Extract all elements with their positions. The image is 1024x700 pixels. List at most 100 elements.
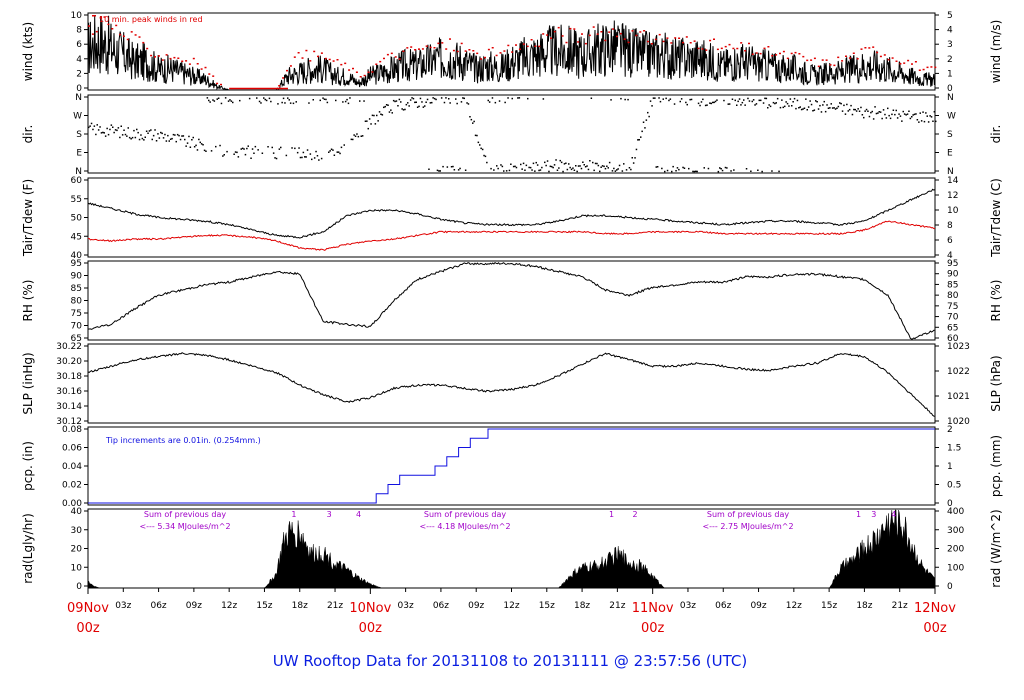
dir-point <box>258 100 261 103</box>
dir-point <box>713 101 715 104</box>
dir-point <box>244 153 247 156</box>
dir-point <box>720 168 722 170</box>
wind-peak-mark <box>876 51 879 54</box>
dir-point <box>620 97 622 100</box>
x-tick-label: 12z <box>786 601 802 611</box>
left-tick-label: 40 <box>71 507 83 517</box>
dir-point <box>88 126 90 129</box>
wind-peak-mark <box>371 71 374 73</box>
wind-peak-mark <box>794 51 797 54</box>
wind-peak-mark <box>697 47 700 50</box>
dir-point <box>871 110 873 113</box>
dir-point <box>181 135 183 137</box>
dir-point <box>282 97 285 100</box>
dir-point <box>652 97 655 99</box>
wind-peak-mark <box>600 31 603 33</box>
wind-peak-mark <box>383 57 385 60</box>
right-axis-label: RH (%) <box>989 280 1003 322</box>
dir-point <box>573 169 576 171</box>
dir-point <box>795 107 797 110</box>
dir-point <box>877 112 879 114</box>
dir-point <box>786 102 789 105</box>
dir-point <box>819 104 821 107</box>
day-hour-label: 00z <box>641 621 665 636</box>
dir-point <box>397 105 399 107</box>
dir-point <box>839 102 841 104</box>
right-tick-label: 1023 <box>947 342 970 352</box>
dir-point <box>815 100 817 102</box>
dir-point <box>363 100 365 102</box>
dir-point <box>366 120 368 122</box>
wind-peak-mark <box>813 57 816 60</box>
dir-point <box>301 156 303 159</box>
dir-point <box>429 102 432 104</box>
wind-peak-mark <box>922 68 925 71</box>
wind-peak-mark <box>375 63 378 65</box>
chart-title: UW Rooftop Data for 20131108 to 20131111… <box>273 652 747 670</box>
dir-point <box>617 168 619 170</box>
dir-point <box>208 99 210 102</box>
dir-point <box>388 111 391 113</box>
dir-point <box>800 108 803 111</box>
dir-point <box>696 170 698 173</box>
dir-point <box>472 122 474 124</box>
right-tick-label: 0.5 <box>947 481 961 491</box>
dir-point <box>826 104 828 106</box>
dir-point <box>771 170 773 172</box>
dir-point <box>442 165 444 168</box>
dir-point <box>596 162 598 165</box>
wind-peak-mark <box>398 58 401 60</box>
left-tick-label: 30.12 <box>56 417 82 427</box>
dir-point <box>498 100 501 102</box>
right-tick-label: 95 <box>947 259 958 269</box>
radiation-marker: 2 <box>632 510 637 519</box>
wind-peak-mark <box>914 61 917 63</box>
dir-point <box>133 129 135 132</box>
wind-peak-mark <box>588 34 591 37</box>
wind-peak-mark <box>740 42 743 44</box>
dir-point <box>497 167 499 170</box>
rad-frame <box>87 508 936 589</box>
dir-point <box>621 170 624 172</box>
dir-point <box>683 167 686 169</box>
dir-point <box>92 128 94 131</box>
dir-point <box>726 167 728 169</box>
dir-point <box>597 164 600 167</box>
dir-point <box>925 112 927 114</box>
wind-peak-mark <box>165 54 168 56</box>
dir-point <box>428 168 430 170</box>
dir-point <box>748 100 751 102</box>
dir-point <box>915 113 917 115</box>
dir-point <box>841 110 844 112</box>
x-tick-label: 12z <box>503 601 519 611</box>
dir-point <box>421 101 423 103</box>
dir-point <box>373 114 375 117</box>
dir-point <box>136 128 138 131</box>
x-tick-label: 15z <box>821 601 837 611</box>
wind-peak-mark <box>786 57 789 60</box>
dir-point <box>172 133 175 136</box>
dir-point <box>641 130 643 133</box>
dir-point <box>89 125 91 127</box>
wind-peak-mark <box>157 55 160 57</box>
dir-point <box>116 129 118 132</box>
dir-point <box>863 116 865 119</box>
wind-peak-mark <box>317 55 319 58</box>
dir-point <box>340 146 343 149</box>
dir-point <box>505 170 508 172</box>
dir-point <box>785 101 787 103</box>
wind-peak-mark <box>185 60 188 62</box>
wind-peak-mark <box>569 27 572 30</box>
wind-peak-mark <box>130 31 133 33</box>
dir-point <box>200 143 203 145</box>
wind-peak-mark <box>837 56 840 59</box>
dir-point <box>644 127 646 129</box>
right-tick-label: 1021 <box>947 392 970 402</box>
dir-point <box>477 141 480 144</box>
dir-point <box>865 108 868 111</box>
precip-note: Tip increments are 0.01in. (0.254mm.) <box>105 436 261 445</box>
right-tick-label: 70 <box>947 313 959 323</box>
wind-peak-mark <box>709 39 712 42</box>
dir-point <box>878 111 880 113</box>
